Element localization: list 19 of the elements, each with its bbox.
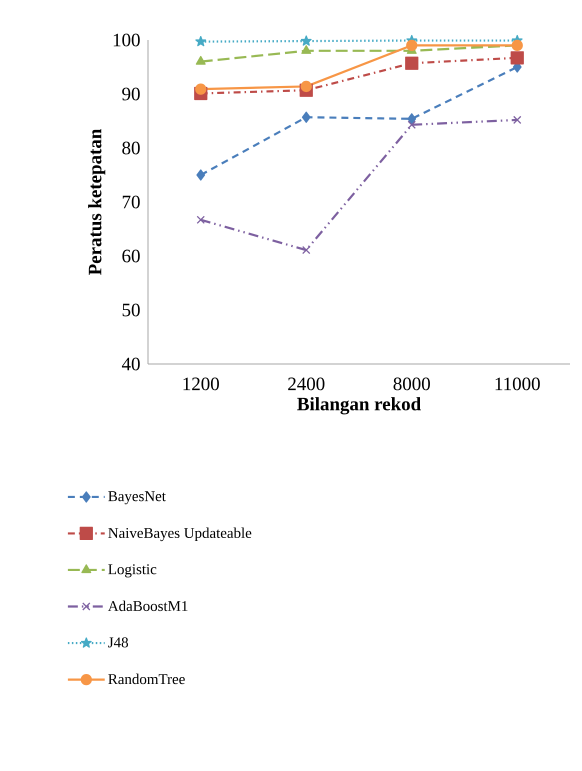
x-axis-title: Bilangan rekod xyxy=(297,397,421,414)
y-tick-label: 90 xyxy=(122,88,140,100)
y-tick-label: 100 xyxy=(114,34,140,46)
legend-label: BayesNet xyxy=(108,491,166,504)
y-tick-label: 60 xyxy=(122,250,140,262)
y-axis-title: Peratus ketepatan xyxy=(88,128,106,276)
legend-label: RandomTree xyxy=(108,674,185,684)
legend-label: NaiveBayes Updateable xyxy=(108,528,252,542)
y-tick-label: 50 xyxy=(122,304,140,316)
y-tick-label: 70 xyxy=(122,196,140,208)
x-tick-label: 8000 xyxy=(394,377,430,390)
y-tick-label: 40 xyxy=(122,358,140,370)
legend-label: Logistic xyxy=(108,564,156,578)
x-tick-label: 2400 xyxy=(288,377,324,390)
y-tick-label: 80 xyxy=(122,142,140,154)
x-tick-label: 11000 xyxy=(496,377,540,390)
x-tick-label: 1200 xyxy=(183,377,219,390)
legend-label: J48 xyxy=(108,637,128,648)
legend-label: AdaBoostM1 xyxy=(108,600,188,612)
